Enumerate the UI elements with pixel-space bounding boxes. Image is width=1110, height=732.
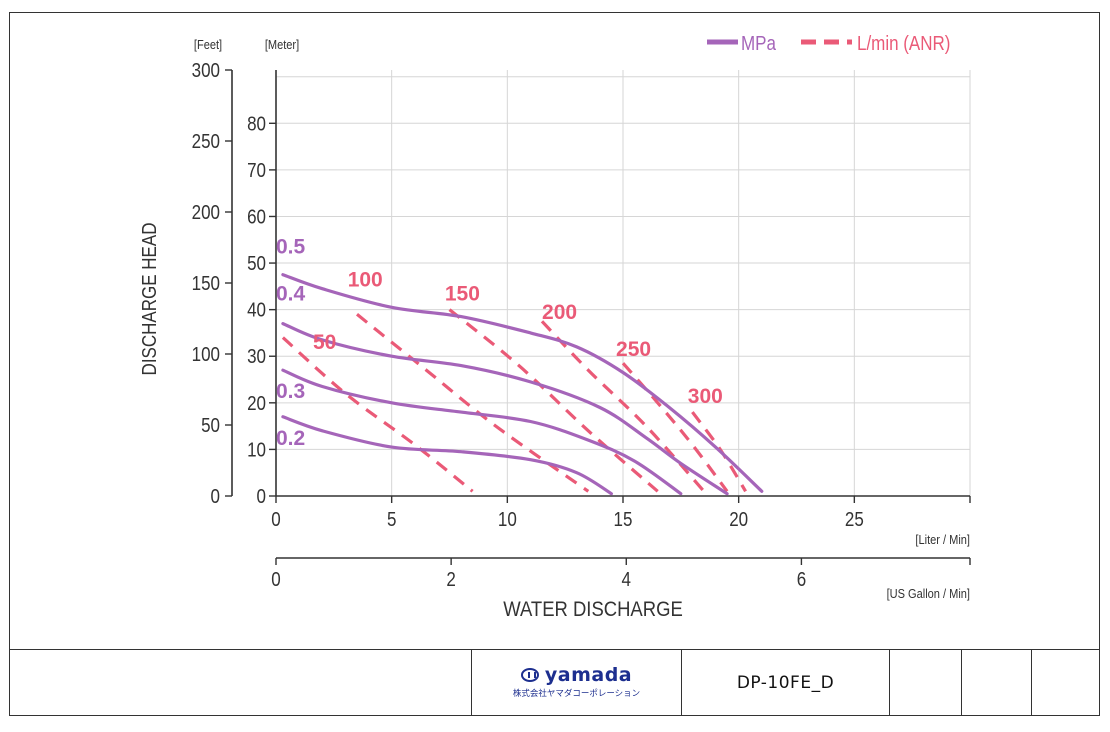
meter-tick-label: 70 <box>247 159 266 182</box>
flow-line-250 <box>621 362 729 493</box>
feet-tick-label: 50 <box>201 414 220 437</box>
axes <box>225 69 971 565</box>
flow-line-150 <box>448 308 659 493</box>
pressure-line-0.5 <box>281 273 764 493</box>
meter-tick-label: 0 <box>257 485 266 508</box>
pressure-label-0.4: 0.4 <box>276 282 306 305</box>
gallon-tick-label: 4 <box>622 568 631 591</box>
x-axis-title: WATER DISCHARGE <box>503 598 683 621</box>
series-labels: 0.5 0.4 0.3 0.2 50 100 150 200 250 300 <box>276 236 723 450</box>
blank-cell-2 <box>961 650 1031 715</box>
pressure-series <box>281 273 764 496</box>
flow-line-50 <box>281 336 474 493</box>
y-unit-feet: [Feet] <box>194 37 222 52</box>
liter-tick-label: 25 <box>845 508 864 531</box>
flow-label-100: 100 <box>348 268 383 291</box>
flow-label-200: 200 <box>542 301 577 324</box>
gallon-tick-label: 2 <box>446 568 455 591</box>
feet-tick-label: 150 <box>192 272 220 295</box>
pressure-label-0.2: 0.2 <box>276 427 305 450</box>
blank-cell-1 <box>889 650 961 715</box>
pressure-label-0.3: 0.3 <box>276 380 305 403</box>
flow-label-250: 250 <box>616 338 651 361</box>
chart-frame: 0 10 20 30 40 50 60 70 80 0 50 100 150 200 250 300 0 5 10 1… <box>9 12 1100 716</box>
x-unit-gallon: [US Gallon / Min] <box>887 586 970 601</box>
model-code: DP-10FE_D <box>736 672 835 693</box>
meter-tick-label: 10 <box>247 438 266 461</box>
meter-tick-label: 80 <box>247 112 266 135</box>
meter-tick-label: 20 <box>247 392 266 415</box>
y-axis-title: DISCHARGE HEAD <box>138 223 161 376</box>
title-block: yamada 株式会社ヤマダコーポレーション DP-10FE_D <box>9 649 1100 716</box>
feet-tick-label: 300 <box>192 59 220 82</box>
pressure-label-0.5: 0.5 <box>276 236 306 259</box>
logo-cell: yamada 株式会社ヤマダコーポレーション <box>471 650 681 715</box>
flow-label-150: 150 <box>445 282 480 305</box>
liter-tick-label: 10 <box>498 508 517 531</box>
yamada-mark-icon <box>520 668 539 682</box>
feet-tick-label: 100 <box>192 343 220 366</box>
feet-tick-label: 200 <box>192 201 220 224</box>
meter-tick-label: 40 <box>247 298 266 321</box>
flow-label-300: 300 <box>688 385 723 408</box>
logo-wordmark: yamada <box>544 664 633 686</box>
feet-tick-label: 250 <box>192 130 220 153</box>
liter-tick-label: 15 <box>614 508 633 531</box>
pressure-line-0.2 <box>281 415 613 496</box>
meter-tick-label: 60 <box>247 205 266 228</box>
logo-subtitle: 株式会社ヤマダコーポレーション <box>512 689 641 699</box>
legend-lmin-label: L/min (ANR) <box>857 32 950 55</box>
grid <box>276 70 971 497</box>
legend-mpa-label: MPa <box>741 32 777 55</box>
legend: MPa L/min (ANR) <box>707 32 950 55</box>
model-code-cell: DP-10FE_D <box>681 650 889 715</box>
pressure-line-0.3 <box>281 368 683 496</box>
meter-tick-label: 50 <box>247 252 266 275</box>
liter-tick-label: 20 <box>729 508 748 531</box>
flow-series <box>281 308 747 493</box>
y-unit-meter: [Meter] <box>265 37 299 52</box>
x-unit-liter: [Liter / Min] <box>915 532 970 547</box>
gallon-tick-label: 6 <box>797 568 806 591</box>
liter-tick-label: 0 <box>271 508 280 531</box>
flow-label-50: 50 <box>313 331 336 354</box>
gallon-tick-label: 0 <box>271 568 280 591</box>
company-logo: yamada 株式会社ヤマダコーポレーション <box>472 664 681 699</box>
blank-cell-3 <box>1031 650 1101 715</box>
feet-tick-label: 0 <box>211 485 220 508</box>
liter-tick-label: 5 <box>387 508 396 531</box>
pressure-line-0.4 <box>281 322 729 496</box>
meter-tick-label: 30 <box>247 345 266 368</box>
